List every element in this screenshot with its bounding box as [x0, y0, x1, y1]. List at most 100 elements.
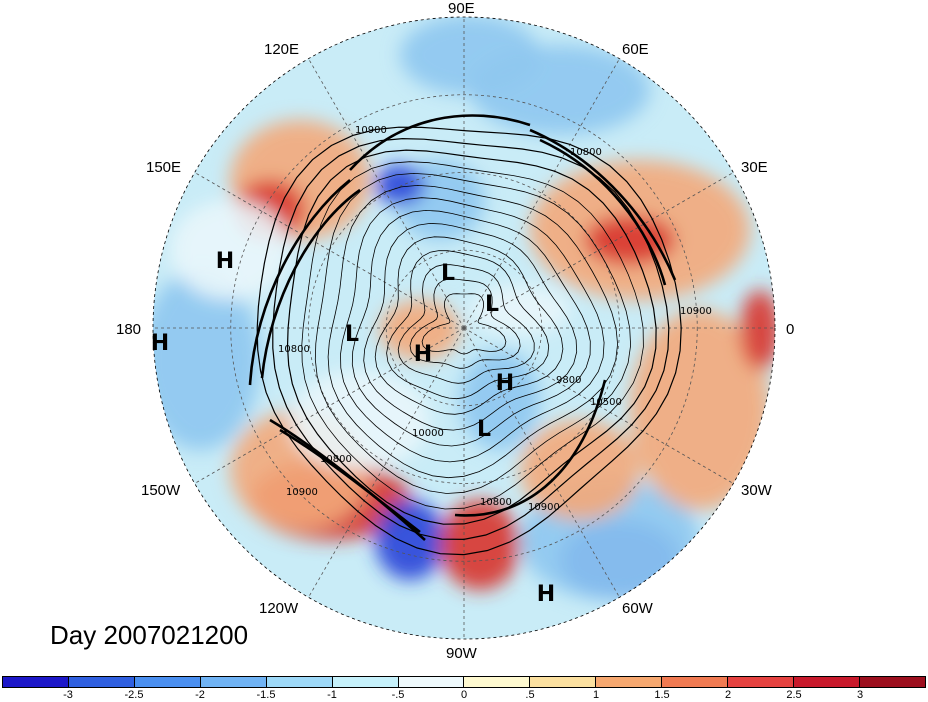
colorbar-tick-label: -2.5 [124, 689, 144, 701]
jet-contour [349, 114, 531, 171]
day-title: Day 2007021200 [50, 620, 249, 650]
height-contour [397, 264, 535, 384]
lon-label-60e: 60E [622, 41, 649, 58]
height-contour [374, 236, 564, 415]
height-contour [272, 137, 670, 541]
contour-value-label: 10900 [680, 306, 712, 317]
height-contour [256, 126, 682, 556]
jet-contour [539, 138, 667, 286]
lon-label-120w: 120W [259, 600, 299, 617]
contour-value-label: 10800 [480, 497, 512, 508]
colorbar-tick-label: 0 [460, 689, 468, 701]
anomaly-patch [170, 200, 290, 300]
lon-label-30w: 30W [741, 482, 772, 499]
lon-label-180: 180 [116, 321, 142, 338]
anomaly-patch [470, 285, 570, 335]
jet-contour [279, 428, 421, 534]
colorbar-tick-label: 1 [592, 689, 600, 701]
anomaly-patch [440, 500, 520, 590]
anomaly-patch [290, 370, 430, 470]
colorbar [2, 676, 926, 688]
map-boundary [152, 16, 776, 640]
lon-label-150w: 150W [141, 482, 181, 499]
contour-value-label: 10000 [412, 428, 444, 439]
colorbar-tick-label: -3 [63, 689, 73, 701]
colorbar-tick-label: .5 [525, 689, 535, 701]
height-contour [327, 184, 619, 479]
latitude-circle [230, 94, 698, 562]
height-contour [340, 197, 605, 463]
low-pressure-label: L [441, 261, 455, 286]
contour-value-label: 10900 [528, 502, 560, 513]
colorbar-segment [398, 677, 465, 687]
anomaly-patch [740, 290, 775, 370]
high-pressure-label: H [151, 331, 169, 356]
meridian-line [463, 172, 734, 329]
colorbar-segment [200, 677, 267, 687]
height-contour [301, 161, 644, 510]
colorbar-segment [266, 677, 333, 687]
colorbar-tick-label: 3 [856, 689, 864, 701]
lon-label-30e: 30E [741, 159, 768, 176]
height-contour [351, 209, 591, 447]
jet-contour [248, 178, 351, 386]
colorbar-tick-label: -.5 [391, 689, 405, 701]
low-pressure-label: L [477, 417, 491, 442]
meridian-line [463, 327, 620, 598]
lon-label-90w: 90W [446, 645, 477, 662]
contour-value-label: 10800 [320, 454, 352, 465]
colorbar-segment [464, 677, 531, 687]
meridian-line [308, 327, 465, 598]
height-contour [314, 172, 632, 494]
colorbar-segment [134, 677, 201, 687]
colorbar-segment [728, 677, 795, 687]
high-pressure-label: H [496, 371, 514, 396]
colorbar-tick-label: 1.5 [654, 689, 670, 701]
colorbar-tick-label: -2 [195, 689, 205, 701]
anomaly-patch [375, 500, 445, 580]
colorbar-segment [596, 677, 663, 687]
low-pressure-label: L [485, 292, 499, 317]
height-contour [386, 250, 550, 400]
lon-label-120e: 120E [264, 41, 300, 58]
meridian-line [308, 58, 465, 329]
anomaly-patch [630, 310, 770, 510]
anomaly-patch [375, 165, 425, 205]
colorbar-segment [68, 677, 135, 687]
contour-value-label: 10800 [570, 147, 602, 158]
contour-value-label: 10800 [278, 344, 310, 355]
colorbar-segment [3, 677, 69, 687]
contour-value-label: 10900 [355, 125, 387, 136]
height-contour [409, 278, 521, 369]
colorbar-segment [794, 677, 860, 687]
colorbar-tick-label: 2.5 [786, 689, 802, 701]
colorbar-segment [859, 677, 925, 687]
contour-value-label: 10900 [286, 487, 318, 498]
height-contour [363, 222, 578, 431]
meridian-line [463, 58, 620, 329]
lon-label-60w: 60W [622, 600, 653, 617]
anomaly-field [153, 17, 775, 639]
colorbar-tick-label: -1.5 [256, 689, 276, 701]
jet-contour [529, 128, 677, 281]
lon-label-150e: 150E [146, 159, 182, 176]
colorbar-tick-label: -1 [327, 689, 337, 701]
high-pressure-label: H [537, 582, 555, 607]
colorbar-tick-label: 2 [724, 689, 732, 701]
jet-contour [260, 188, 361, 379]
meridian-line [194, 172, 465, 329]
contour-value-label: 10500 [590, 397, 622, 408]
low-pressure-label: L [345, 322, 359, 347]
latitude-circle [308, 172, 620, 484]
anomaly-patch [400, 17, 540, 95]
colorbar-segment [332, 677, 399, 687]
meridian-line [463, 327, 734, 484]
anomaly-patch [153, 270, 260, 450]
colorbar-segment [662, 677, 729, 687]
height-contour [286, 149, 657, 525]
jet-contour [454, 379, 607, 517]
contour-value-label: 9800 [556, 375, 581, 386]
meridian-line [194, 327, 465, 484]
lon-label-0: 0 [786, 321, 795, 338]
